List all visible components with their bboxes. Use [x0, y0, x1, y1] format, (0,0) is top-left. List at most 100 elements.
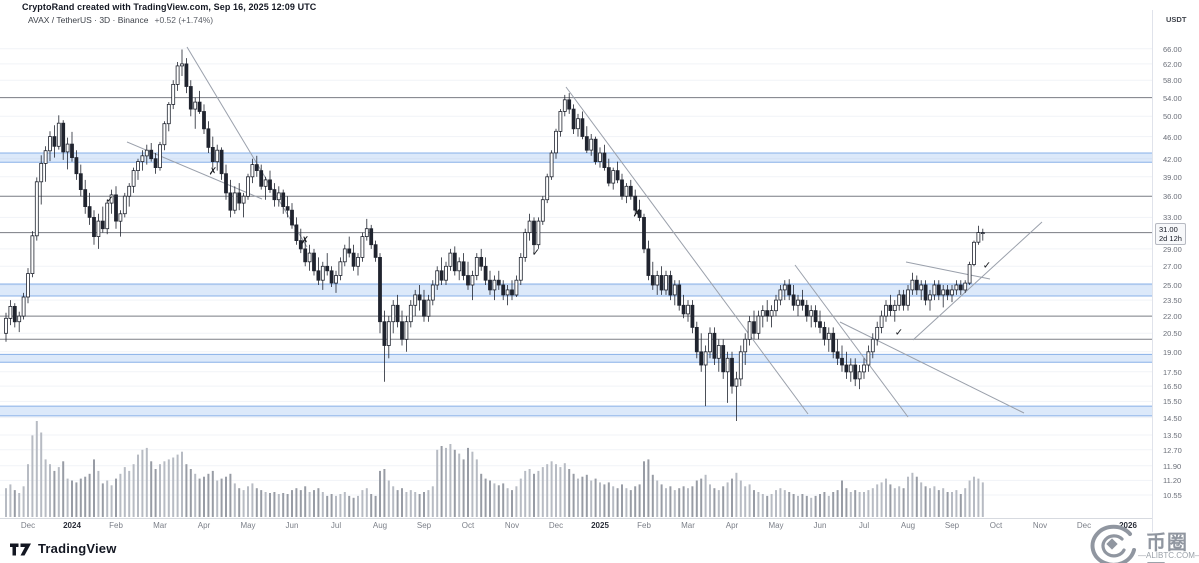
trendline-3[interactable] — [565, 86, 809, 415]
candle-body — [765, 310, 770, 317]
time-tick-Sep: Sep — [416, 521, 432, 530]
candle-body — [734, 378, 739, 387]
candle-body — [888, 304, 893, 311]
candle-body — [461, 261, 466, 276]
volume-bar — [770, 494, 773, 517]
candle-body — [527, 220, 532, 234]
candle-body — [470, 275, 475, 286]
candle-body — [576, 118, 580, 130]
volume-bar — [471, 451, 474, 517]
price-tick-19.00: 19.00 — [1163, 348, 1182, 357]
candle-body — [488, 279, 492, 291]
trendline-2[interactable] — [186, 46, 308, 248]
check-mark[interactable]: ✓ — [106, 195, 114, 206]
candle-body — [681, 304, 686, 315]
candle-body — [646, 248, 651, 276]
candle-body — [158, 144, 162, 168]
candle-body — [413, 294, 418, 306]
candle-body — [906, 289, 910, 306]
candle-body — [285, 206, 290, 211]
candle-body — [923, 284, 928, 301]
volume-bar — [827, 495, 830, 517]
volume-bar — [172, 457, 175, 517]
candle-body — [945, 289, 950, 296]
check-mark[interactable]: ✓ — [532, 248, 540, 259]
volume-bar — [238, 488, 241, 517]
volume-bar — [475, 459, 478, 517]
volume-bar — [981, 482, 984, 517]
volume-bar — [225, 476, 227, 517]
candle-body — [452, 252, 457, 272]
candle-body — [114, 194, 118, 222]
time-tick-Mar: Mar — [153, 521, 167, 530]
time-tick-Jul: Jul — [330, 521, 342, 530]
candle-body — [180, 63, 184, 67]
candle-body — [136, 161, 140, 172]
candle-body — [796, 299, 800, 306]
volume-bar — [405, 492, 408, 517]
check-mark[interactable]: ✓ — [895, 328, 903, 339]
volume-bar — [968, 480, 971, 517]
price-tick-54.00: 54.00 — [1163, 94, 1182, 103]
volume-bar — [735, 472, 738, 517]
candle-body — [686, 304, 690, 315]
volume-bar — [497, 485, 500, 517]
trendline-6[interactable] — [905, 261, 991, 280]
candle-body — [356, 256, 360, 267]
candle-body — [334, 275, 338, 284]
symbol-info[interactable]: AVAX / TetherUS · 3D · Binance +0.52 (+1.… — [28, 15, 213, 25]
volume-bar — [49, 464, 51, 517]
price-tick-42.00: 42.00 — [1163, 155, 1182, 164]
candle-body — [43, 150, 48, 164]
candle-body — [611, 170, 616, 184]
candle-body — [404, 321, 409, 340]
volume-bar — [88, 473, 91, 517]
candle-body — [351, 252, 356, 267]
tradingview-logo-icon — [10, 543, 31, 556]
chart-canvas[interactable]: ✓ ✗ ✗ ✓ ✗ ✓ ✓ — [0, 0, 1152, 532]
candle-body — [941, 289, 946, 296]
volume-bar — [242, 490, 245, 517]
check-mark[interactable]: ✓ — [983, 261, 991, 272]
volume-bar — [555, 464, 557, 517]
candle-body — [822, 326, 827, 340]
volume-bar — [599, 482, 601, 517]
volume-bar — [559, 467, 562, 517]
candle-body — [866, 351, 871, 366]
volume-bar — [418, 494, 421, 517]
x-mark[interactable]: ✗ — [301, 236, 309, 247]
volume-bar — [665, 488, 667, 517]
volume-bar — [621, 484, 623, 517]
time-tick-Jun: Jun — [813, 521, 827, 530]
candle-body — [958, 284, 963, 291]
candle-body — [879, 315, 884, 328]
trendline-5[interactable] — [839, 321, 1025, 414]
price-tick-15.50: 15.50 — [1163, 397, 1182, 406]
x-mark[interactable]: ✗ — [633, 209, 641, 220]
volume-bar — [841, 480, 843, 517]
candle-body — [479, 256, 484, 267]
volume-bar — [594, 478, 597, 517]
volume-bar — [845, 488, 848, 517]
tradingview-logo[interactable]: TradingView — [10, 540, 117, 556]
volume-bar — [313, 490, 315, 517]
candle-body — [892, 304, 897, 311]
price-tick-50.00: 50.00 — [1163, 112, 1182, 121]
candle-body — [39, 162, 44, 183]
candle-body — [818, 321, 822, 328]
volume-bar — [392, 486, 395, 517]
price-tick-33.00: 33.00 — [1163, 213, 1182, 222]
symbol-title: AVAX / TetherUS · 3D · Binance — [28, 15, 149, 25]
price-tick-22.00: 22.00 — [1163, 312, 1182, 321]
volume-bar — [849, 492, 852, 517]
trendline-4[interactable] — [794, 264, 909, 418]
x-mark[interactable]: ✗ — [209, 167, 217, 178]
candle-body — [140, 155, 145, 163]
volume-bar — [13, 490, 16, 517]
trendline-7[interactable] — [912, 221, 1043, 341]
candle-body — [272, 189, 277, 201]
time-tick-Dec: Dec — [1076, 521, 1092, 530]
volume-bar — [563, 463, 566, 517]
candle-body — [778, 289, 783, 301]
candle-body — [268, 179, 272, 190]
